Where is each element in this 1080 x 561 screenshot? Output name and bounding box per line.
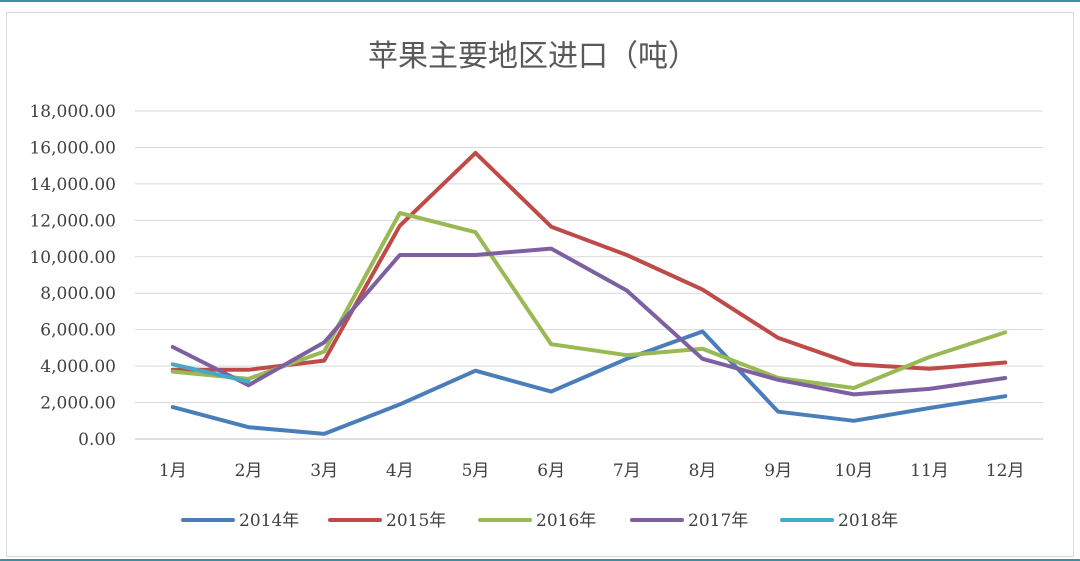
y-tick-label: 12,000.00 [29,211,116,231]
series-line [170,362,251,384]
x-tick-label: 7月 [613,461,641,481]
series-line [170,246,1008,397]
legend-label: 2015年 [386,511,446,531]
x-tick-label: 12月 [986,461,1025,481]
y-tick-label: 2,000.00 [40,394,116,414]
x-tick-label: 11月 [910,461,949,481]
chart-area [6,12,1074,557]
x-tick-label: 8月 [689,461,717,481]
y-tick-label: 6,000.00 [40,321,116,341]
series-line [170,329,1008,436]
legend-label: 2016年 [536,511,596,531]
y-tick-label: 4,000.00 [40,357,116,377]
legend-label: 2017年 [688,511,748,531]
x-tick-label: 4月 [386,461,414,481]
series-line [170,150,1008,372]
legend-label: 2014年 [239,511,299,531]
x-axis-tick-labels: 1月 2月 3月 4月 5月 6月 7月 8月 9月 10月 11月 12月 [159,461,1025,481]
y-axis-tick-labels: 0.00 2,000.00 4,000.00 6,000.00 8,000.00 10,0… [29,102,116,450]
x-tick-label: 2月 [235,461,263,481]
x-tick-label: 3月 [310,461,338,481]
y-tick-label: 0.00 [78,430,116,450]
chart-title: 苹果主要地区进口（吨） [368,39,698,74]
series-lines [170,150,1008,436]
legend: 2014年 2015年 2016年 2017年 2018年 [181,511,898,531]
x-tick-label: 6月 [537,461,565,481]
y-tick-label: 8,000.00 [40,284,116,304]
y-tick-label: 10,000.00 [29,248,116,268]
legend-label: 2018年 [838,511,898,531]
y-tick-label: 14,000.00 [29,175,116,195]
x-tick-label: 10月 [835,461,874,481]
x-tick-label: 5月 [462,461,490,481]
y-tick-label: 16,000.00 [29,138,116,158]
x-tick-label: 1月 [159,461,187,481]
y-tick-label: 18,000.00 [29,102,116,122]
x-tick-label: 9月 [764,461,792,481]
series-line [170,211,1008,390]
